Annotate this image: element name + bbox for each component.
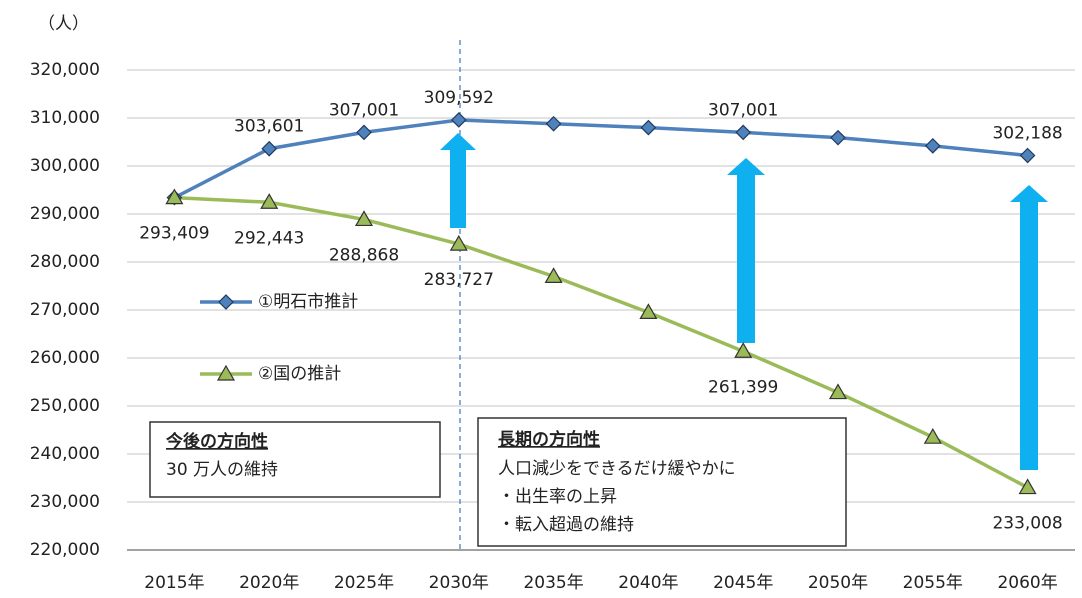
data-point xyxy=(735,124,752,141)
legend-label: ②国の推計 xyxy=(258,364,341,384)
y-tick-label: 230,000 xyxy=(30,492,100,512)
x-tick-label: 2035年 xyxy=(523,573,583,593)
annotation-text: 30 万人の維持 xyxy=(166,460,278,480)
y-tick-label: 290,000 xyxy=(30,204,100,224)
arrow xyxy=(440,133,476,228)
annotation-text: ・転入超過の維持 xyxy=(498,515,634,535)
x-tick-label: 2020年 xyxy=(239,573,299,593)
legend-marker xyxy=(218,294,234,310)
x-tick-label: 2030年 xyxy=(429,573,489,593)
data-point xyxy=(924,137,941,154)
data-point xyxy=(260,193,279,209)
data-label: 302,188 xyxy=(992,123,1062,143)
data-label: 309,592 xyxy=(424,88,494,108)
data-label: 288,868 xyxy=(329,245,399,265)
x-tick-label: 2045年 xyxy=(713,573,773,593)
data-point xyxy=(356,124,372,141)
annotation-text: ・出生率の上昇 xyxy=(498,487,617,507)
data-point xyxy=(261,140,278,157)
y-tick-label: 220,000 xyxy=(30,540,100,560)
arrow xyxy=(1010,185,1048,470)
y-tick-label: 260,000 xyxy=(30,348,100,368)
data-point xyxy=(828,383,848,400)
y-tick-label: 240,000 xyxy=(30,444,100,464)
x-tick-label: 2025年 xyxy=(334,573,394,593)
data-label: 292,443 xyxy=(234,228,304,248)
data-label: 307,001 xyxy=(329,100,399,120)
series-line xyxy=(174,195,1029,490)
x-tick-label: 2055年 xyxy=(903,573,963,593)
data-point xyxy=(1019,147,1036,164)
data-point xyxy=(734,342,753,358)
y-tick-label: 300,000 xyxy=(30,156,100,176)
x-tick-label: 2040年 xyxy=(618,573,678,593)
data-label: 293,409 xyxy=(139,224,209,244)
data-point xyxy=(544,267,563,283)
data-point xyxy=(639,303,658,319)
y-axis-label: （人） xyxy=(38,14,89,34)
y-tick-label: 310,000 xyxy=(30,108,100,128)
annotation-title: 長期の方向性 xyxy=(498,429,600,450)
legend-marker xyxy=(216,364,236,381)
legend-label: ①明石市推計 xyxy=(258,292,358,312)
data-label: 307,001 xyxy=(708,100,778,120)
data-label: 283,727 xyxy=(424,270,494,290)
data-point xyxy=(165,188,184,205)
y-tick-label: 320,000 xyxy=(30,60,100,80)
data-label: 261,399 xyxy=(708,377,778,397)
data-point xyxy=(1018,478,1037,495)
annotation-box xyxy=(149,421,441,498)
data-point xyxy=(449,234,468,251)
annotation-box xyxy=(477,417,847,547)
data-point xyxy=(545,115,562,132)
x-tick-label: 2015年 xyxy=(144,573,204,593)
x-tick-label: 2050年 xyxy=(808,573,868,593)
data-point xyxy=(450,112,467,128)
x-tick-label: 2060年 xyxy=(997,573,1057,593)
data-point xyxy=(830,129,846,146)
y-tick-label: 250,000 xyxy=(30,396,100,416)
arrow xyxy=(727,158,765,343)
y-tick-label: 280,000 xyxy=(30,252,100,272)
data-label: 233,008 xyxy=(992,514,1062,534)
data-point xyxy=(354,210,374,227)
y-tick-label: 270,000 xyxy=(30,300,100,320)
data-point xyxy=(923,427,942,444)
data-label: 303,601 xyxy=(234,117,304,137)
annotation-text: 人口減少をできるだけ緩やかに xyxy=(498,459,736,479)
annotation-title: 今後の方向性 xyxy=(166,431,268,452)
data-point xyxy=(640,119,657,136)
series-line xyxy=(173,118,1028,200)
